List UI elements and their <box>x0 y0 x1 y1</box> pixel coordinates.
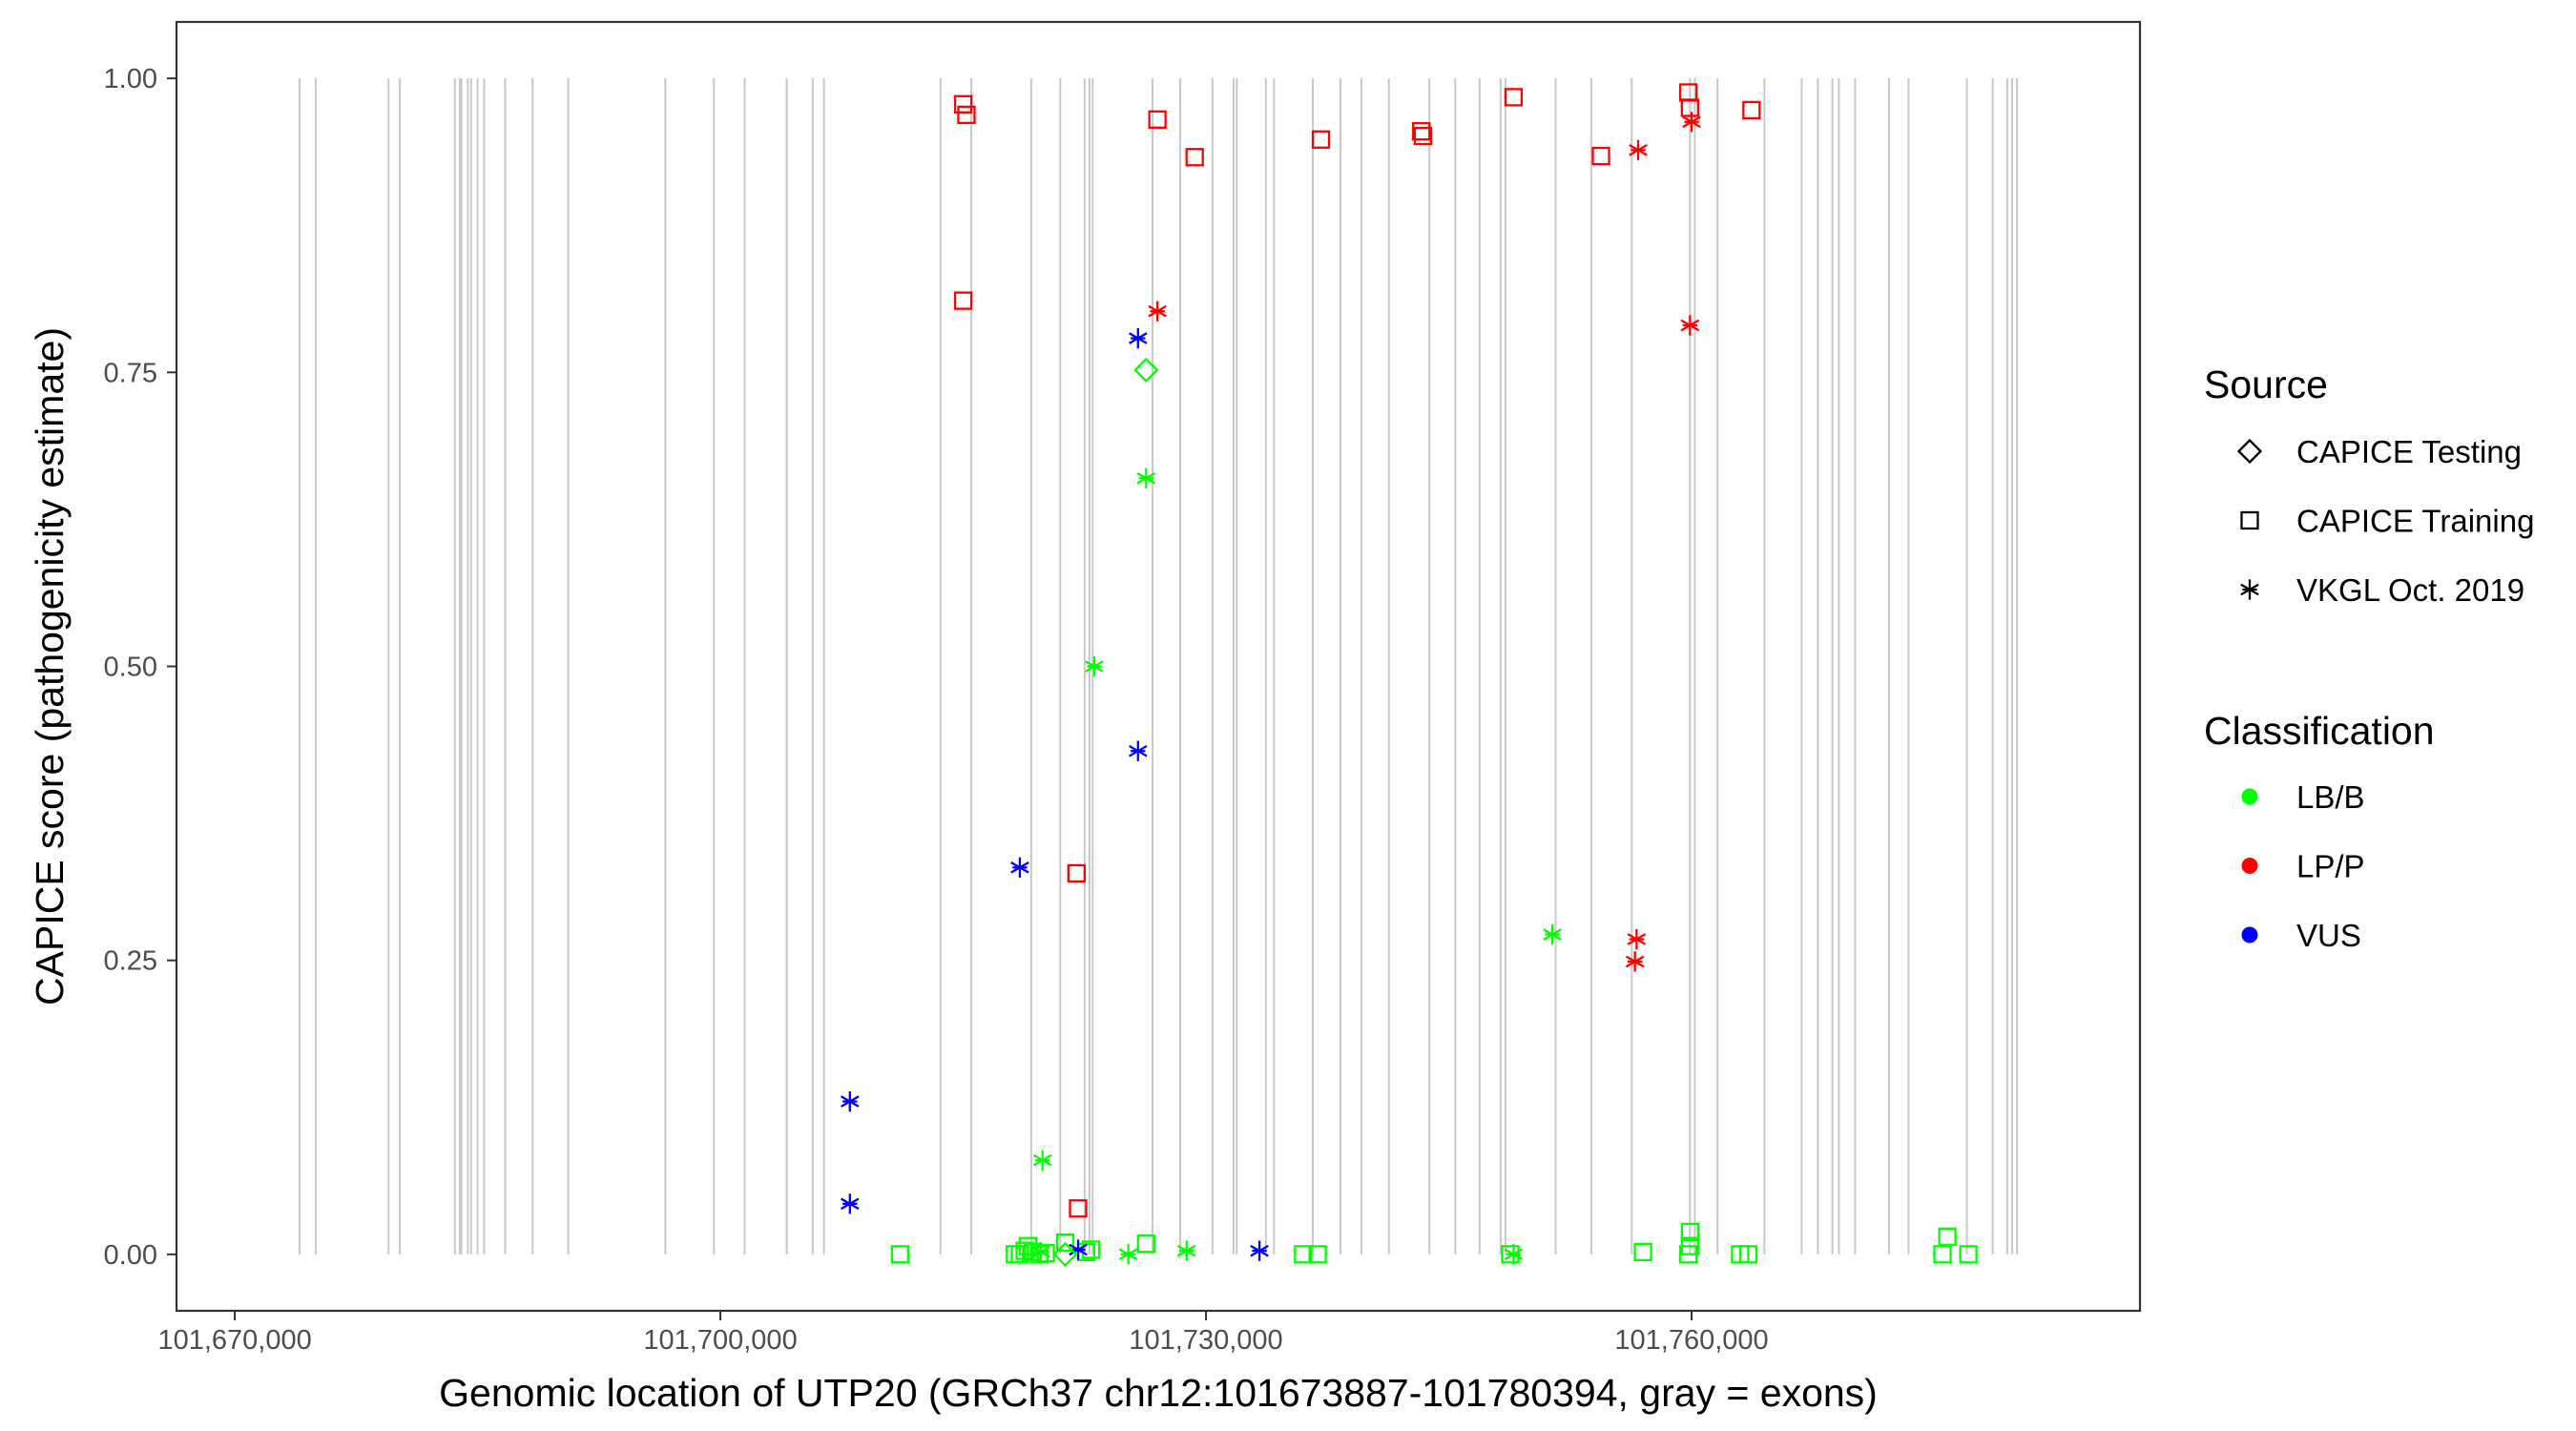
data-point <box>957 105 976 125</box>
data-point <box>1627 928 1647 950</box>
legend-source-title: Source <box>2204 363 2328 406</box>
legend-classification-label: VUS <box>2296 918 2361 953</box>
x-axis-title: Genomic location of UTP20 (GRCh37 chr12:… <box>439 1371 1878 1415</box>
legend-source-label: CAPICE Testing <box>2296 434 2522 469</box>
data-point <box>1933 1245 1952 1264</box>
data-point <box>1625 951 1645 972</box>
x-tick-label: 101,730,000 <box>1129 1325 1282 1356</box>
legend-key-dot <box>2241 926 2258 944</box>
data-point <box>1052 1241 1078 1267</box>
data-point <box>953 94 973 114</box>
data-point <box>1032 1150 1052 1171</box>
data-point <box>953 291 973 310</box>
y-tick-label: 0.00 <box>104 1240 157 1271</box>
legend-classification-label: LB/B <box>2296 779 2365 815</box>
legend: Source CAPICE Testing CAPICE Training VKGL… <box>2204 363 2534 953</box>
legend-classification-title: Classification <box>2204 709 2435 753</box>
data-point <box>1010 857 1029 878</box>
y-tick-label: 1.00 <box>104 64 157 94</box>
legend-classification-items: LB/B LP/P VUS <box>2241 779 2365 953</box>
data-point <box>1308 1245 1327 1264</box>
data-point <box>1176 1240 1196 1261</box>
data-point <box>1294 1245 1313 1264</box>
data-point <box>1738 1245 1758 1264</box>
legend-source-label: VKGL Oct. 2019 <box>2296 572 2524 608</box>
data-point <box>1136 1234 1155 1254</box>
data-point <box>1959 1245 1978 1264</box>
data-point <box>1067 863 1086 883</box>
data-point <box>1629 139 1648 160</box>
legend-key-diamond <box>2236 438 2263 465</box>
data-point <box>1129 740 1148 761</box>
y-tick-label: 0.75 <box>104 358 157 388</box>
data-point <box>1543 923 1562 945</box>
legend-source-label: CAPICE Training <box>2296 504 2534 539</box>
data-point <box>1680 1222 1699 1242</box>
x-tick-label: 101,700,000 <box>643 1325 797 1356</box>
data-point <box>1633 1242 1652 1262</box>
x-tick-label: 101,760,000 <box>1614 1325 1768 1356</box>
y-tick-label: 0.50 <box>104 653 157 683</box>
data-point <box>1185 148 1204 167</box>
x-tick-label: 101,670,000 <box>157 1325 311 1356</box>
data-point <box>1412 121 1431 141</box>
data-point <box>1085 655 1104 677</box>
data-point <box>1250 1240 1269 1261</box>
legend-key-asterisk <box>2240 579 2259 600</box>
x-axis-ticks: 101,670,000 101,700,000 101,730,000 101,760… <box>157 1311 1769 1356</box>
legend-key-dot <box>2241 788 2258 805</box>
data-point <box>1680 1236 1699 1255</box>
data-point <box>1148 110 1167 129</box>
data-point <box>1504 88 1524 107</box>
data-point <box>1680 315 1700 336</box>
data-point <box>1136 467 1156 488</box>
y-axis-ticks: 0.00 0.25 0.50 0.75 1.00 <box>104 64 177 1271</box>
legend-key-square <box>2240 510 2259 530</box>
exon-bands <box>298 78 2019 1255</box>
data-point <box>1504 1244 1524 1265</box>
data-point <box>1413 126 1433 146</box>
data-point <box>1742 100 1761 120</box>
data-point <box>1129 327 1148 349</box>
data-point <box>1118 1244 1138 1265</box>
data-point <box>841 1090 860 1112</box>
data-point <box>1311 130 1331 149</box>
data-point <box>890 1245 910 1264</box>
data-point <box>1029 1245 1049 1264</box>
legend-key-dot <box>2241 858 2258 874</box>
data-point <box>1069 1199 1088 1218</box>
data-point <box>1682 112 1701 133</box>
data-points <box>841 83 1978 1267</box>
data-point <box>1680 98 1699 117</box>
data-point <box>1148 301 1167 321</box>
data-point <box>1938 1227 1957 1246</box>
legend-classification-label: LP/P <box>2296 849 2365 884</box>
data-point <box>1133 357 1159 383</box>
legend-source-items: CAPICE Testing CAPICE Training VKGL Oct. 2… <box>2236 434 2534 608</box>
y-tick-label: 0.25 <box>104 946 157 977</box>
y-axis-title: CAPICE score (pathogenicity estimate) <box>28 327 72 1006</box>
data-point <box>1591 146 1610 166</box>
data-point <box>1069 1239 1088 1260</box>
data-point <box>1055 1233 1075 1253</box>
data-point <box>1031 1241 1050 1262</box>
data-point <box>841 1193 860 1214</box>
